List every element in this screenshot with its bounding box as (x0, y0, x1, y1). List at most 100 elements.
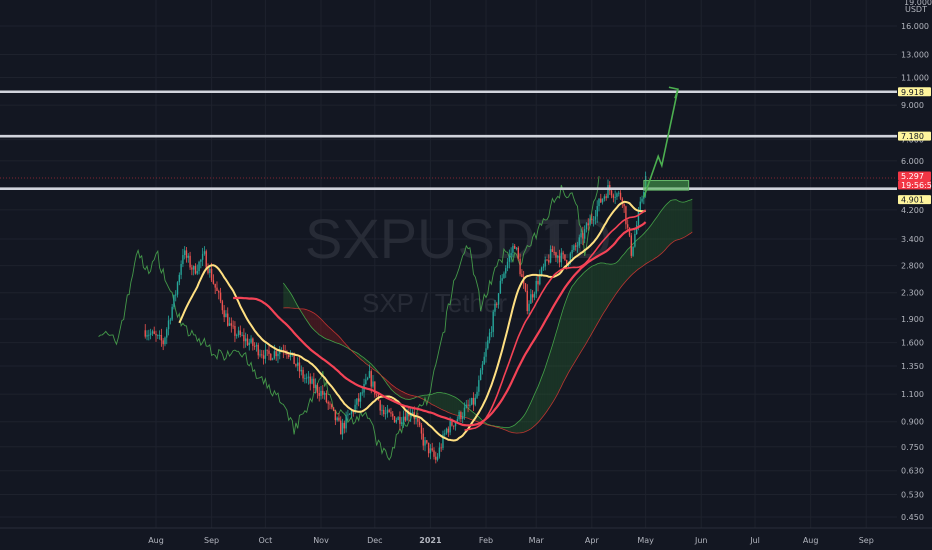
time-tick-label: Nov (313, 536, 329, 545)
projection-path[interactable] (643, 89, 679, 198)
candle-body (252, 338, 254, 346)
candle-body (603, 196, 606, 199)
cloud-segment (607, 263, 610, 307)
candle-body (560, 252, 563, 263)
price-tick-label: 0.900 (901, 418, 924, 427)
candle-body (585, 223, 588, 230)
price-tick-label: 0.450 (901, 513, 924, 522)
candle-body (447, 428, 450, 433)
cloud-segment (308, 310, 311, 326)
candle-body (183, 250, 186, 255)
cloud-segment (638, 237, 641, 269)
candle-body (453, 425, 455, 427)
price-tick-label: 2.300 (901, 289, 924, 298)
candle-body (180, 263, 182, 275)
candle-body (422, 433, 424, 446)
cloud-segment (437, 392, 440, 409)
candle-body (227, 313, 229, 326)
time-axis[interactable]: Aug Sep Oct Nov Dec 2021 Feb Mar Apr May Jun Jul Aug… (0, 527, 932, 550)
cloud-segment (321, 318, 323, 337)
candle-body (155, 333, 157, 336)
cloud-segment (408, 394, 411, 400)
candle-body (492, 311, 494, 332)
price-tick-label: 2.800 (901, 262, 924, 271)
cloud-segment (315, 314, 318, 334)
candle-body (264, 349, 267, 359)
candle-body (314, 384, 317, 389)
cloud-segment (656, 215, 659, 258)
cloud-segment (455, 397, 458, 416)
candle-body (612, 195, 615, 198)
cloud-segment (570, 286, 573, 370)
cloud-segment (313, 313, 316, 332)
cloud-segment (609, 264, 612, 304)
candle-body (374, 381, 376, 395)
cloud-segment (683, 201, 686, 238)
price-tick-label: 13.000 (901, 51, 929, 60)
cloud-segment (557, 321, 560, 394)
candle-body (411, 412, 414, 415)
price-axis[interactable]: USDT19.00016.00013.00011.0009.0007.0006.… (897, 0, 932, 528)
candle-body (230, 323, 233, 326)
candle-body (255, 344, 258, 347)
candle-body (311, 378, 313, 384)
candle-body (562, 252, 564, 255)
candle-body (431, 448, 433, 451)
cloud-segment (618, 258, 621, 291)
cloud-segment (451, 395, 454, 415)
price-label-text: 9.918 (901, 88, 924, 97)
cloud-segment (647, 227, 650, 263)
cloud-segment (566, 294, 569, 377)
cloud-segment (442, 392, 445, 411)
time-tick-label: 2021 (419, 536, 442, 545)
candle-body (461, 416, 464, 420)
candle-body (361, 392, 363, 394)
candle-body (307, 376, 310, 378)
candle-body (517, 247, 519, 259)
candle-body (273, 351, 276, 359)
candle-body (246, 338, 249, 346)
watermark-symbol: SXPUSDT (305, 207, 570, 270)
candle-body (144, 330, 146, 337)
candle-body (531, 294, 534, 298)
ma-slow-line (233, 221, 647, 427)
candle-body (379, 400, 381, 411)
lagging-span-line (98, 176, 600, 461)
candle-body (329, 403, 331, 405)
candle-body (296, 362, 299, 366)
candle-body (499, 280, 502, 294)
cloud-segment (310, 311, 313, 328)
cloud-segment (306, 309, 309, 323)
cloud-segment (536, 386, 539, 425)
time-tick-label: Aug (803, 536, 819, 545)
candle-body (171, 306, 173, 320)
time-axis-background (0, 528, 932, 550)
cloud-segment (599, 262, 601, 321)
support-zone-box[interactable] (643, 180, 690, 191)
watermark-interval: 1D (540, 207, 612, 270)
time-tick-label: Apr (585, 536, 600, 545)
cloud-segment (634, 240, 637, 273)
candle-body (582, 233, 584, 239)
cloud-segment (333, 331, 336, 343)
cloud-segment (668, 200, 671, 246)
cloud-segment (541, 372, 544, 419)
cloud-segment (288, 290, 291, 308)
candle-body (639, 201, 641, 212)
candle-body (501, 278, 503, 281)
candle-body (304, 378, 306, 379)
cloud-segment (563, 303, 565, 383)
ichimoku-cloud (282, 198, 693, 434)
candle-body (381, 409, 383, 411)
cloud-segment (283, 282, 286, 308)
candle-body (454, 421, 457, 427)
candle-body (530, 294, 532, 304)
candle-body (350, 410, 353, 414)
candle-body (463, 407, 466, 417)
cloud-segment (552, 339, 555, 403)
candle-body (546, 259, 548, 261)
candle-body (576, 245, 579, 247)
cloud-segment (582, 271, 585, 349)
cloud-segment (604, 263, 607, 312)
